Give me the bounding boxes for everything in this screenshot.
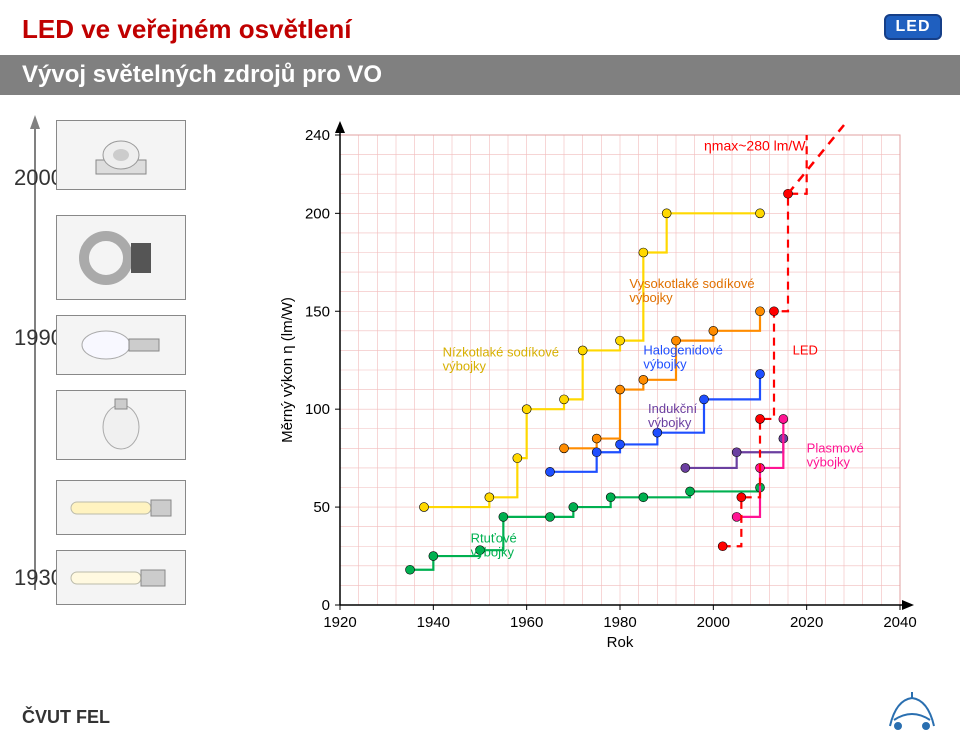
series-marker [700,395,709,404]
page-title: LED ve veřejném osvětlení [0,0,960,45]
halogen-lamp-icon [71,325,171,365]
series-annotation: Indukční [648,401,698,416]
series-line [410,488,760,570]
series-marker [681,463,690,472]
series-marker [616,385,625,394]
low-sodium-lamp2-icon [61,560,181,596]
series-marker [522,405,531,414]
thumb-sodium-low [56,480,186,535]
x-tick-label: 1980 [603,614,636,631]
series-annotation: Halogenidové [643,342,723,357]
x-tick-label: 2000 [697,614,730,631]
y-tick-label: 0 [322,597,330,614]
series-marker [756,369,765,378]
series-marker [718,542,727,551]
x-tick-label: 1940 [417,614,450,631]
y-axis-label: Měrný výkon η (lm/W) [279,297,296,443]
series-annotation: výbojky [807,454,851,469]
series-marker [578,346,587,355]
series-marker [592,434,601,443]
thumb-mercurylamp [56,390,186,460]
series-line [723,135,807,546]
series-marker [606,493,615,502]
series-annotation: Plasmové [807,440,864,455]
thumb-led-chip [56,120,186,190]
y-tick-label: 200 [305,205,330,222]
led-badge-text: LED [896,18,931,36]
efficacy-chart: 1920 1940 1960 1980 2000 2020 2040 Rok 0 50 100 150… [250,115,930,665]
series-marker [485,493,494,502]
series-marker [737,493,746,502]
y-tick-label: 50 [313,499,330,516]
series-marker [756,209,765,218]
x-tick-label: 2040 [883,614,916,631]
x-axis-label: Rok [607,634,634,651]
series-marker [569,503,578,512]
series-annotation: Vysokotlaké sodíkové [629,276,754,291]
thumb-induction [56,215,186,300]
series-marker [560,444,569,453]
thumb-sodium-low2 [56,550,186,605]
series-annotation: výbojky [443,358,487,373]
subtitle-bar: Vývoj světelných zdrojů pro VO [0,55,960,95]
series-marker [616,336,625,345]
series-marker [639,493,648,502]
thumb-halogen [56,315,186,375]
y-tick-label: 100 [305,401,330,418]
x-tick-label: 1960 [510,614,543,631]
y-tick-label: 150 [305,303,330,320]
x-tick-label: 1920 [323,614,356,631]
series-marker [770,307,779,316]
series-marker [732,512,741,521]
series-marker [499,512,508,521]
eta-max-label: ηmax~280 lm/W [704,138,806,154]
series-marker [546,512,555,521]
series-marker [513,454,522,463]
series-marker [429,552,438,561]
series-marker [420,503,429,512]
cvut-logo-icon [884,690,942,734]
series-marker [639,248,648,257]
series-marker [709,326,718,335]
led-chip-icon [86,130,156,180]
series-marker [732,448,741,457]
series-marker [686,487,695,496]
footer-institution: ČVUT FEL [22,707,110,728]
induction-lamp-icon [76,223,166,293]
series-marker [756,307,765,316]
series-marker [406,565,415,574]
series-marker [756,414,765,423]
series-marker [546,467,555,476]
series-marker [662,209,671,218]
series-annotation: Rtuťové [471,530,517,545]
series-marker [616,440,625,449]
series-marker [592,448,601,457]
series-marker [639,375,648,384]
series-annotation: výbojky [648,415,692,430]
low-sodium-lamp-icon [61,490,181,526]
y-tick-label: 240 [305,127,330,144]
series-annotation: Nízkotlaké sodíkové [443,344,559,359]
series-marker [560,395,569,404]
series-marker [779,414,788,423]
series-annotation: výbojky [629,290,673,305]
series-annotation: výbojky [471,544,515,559]
series-annotation: výbojky [643,356,687,371]
series-annotation: LED [793,342,818,357]
led-badge: LED [884,14,942,40]
mercury-lamp-icon [91,395,151,455]
x-tick-label: 2020 [790,614,823,631]
